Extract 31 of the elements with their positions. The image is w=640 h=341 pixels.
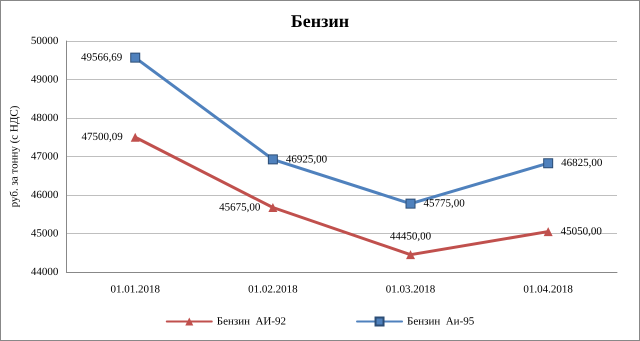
y-tick-label: 44000 bbox=[30, 266, 59, 278]
y-tick-label: 50000 bbox=[30, 35, 59, 47]
point bbox=[268, 203, 278, 212]
data-label: 46825,00 bbox=[561, 157, 603, 170]
y-tick-label: 46000 bbox=[30, 189, 59, 201]
data-label: 49566,69 bbox=[80, 52, 123, 64]
x-tick-label: 01.03.2018 bbox=[386, 284, 436, 296]
data-label: 46925,00 bbox=[286, 153, 328, 166]
point bbox=[543, 158, 554, 168]
y-tick-label: 48000 bbox=[30, 112, 59, 124]
y-axis-title: руб. за тонну (с НДС) bbox=[8, 105, 20, 208]
x-tick-label: 01.01.2018 bbox=[110, 284, 160, 296]
data-label: 45675,00 bbox=[219, 202, 261, 214]
point bbox=[130, 52, 140, 63]
y-tick-label: 49000 bbox=[30, 74, 59, 86]
point bbox=[130, 132, 140, 142]
data-label: 44450,00 bbox=[390, 230, 432, 243]
x-tick-label: 01.04.2018 bbox=[523, 284, 574, 296]
point bbox=[406, 250, 416, 260]
legend-label: Бензин Аи-95 bbox=[407, 316, 475, 328]
chart-title: Бензин bbox=[290, 11, 350, 31]
data-label: 47500,09 bbox=[81, 131, 124, 144]
point bbox=[406, 198, 416, 209]
data-label: 45775,00 bbox=[424, 198, 466, 210]
y-tick-label: 47000 bbox=[30, 150, 59, 162]
point bbox=[544, 227, 553, 236]
y-tick-label: 45000 bbox=[30, 228, 59, 240]
legend-label: Бензин АИ-92 bbox=[216, 316, 286, 328]
x-tick-label: 01.02.2018 bbox=[248, 284, 298, 296]
point bbox=[268, 154, 278, 164]
data-label: 45050,00 bbox=[560, 226, 602, 238]
